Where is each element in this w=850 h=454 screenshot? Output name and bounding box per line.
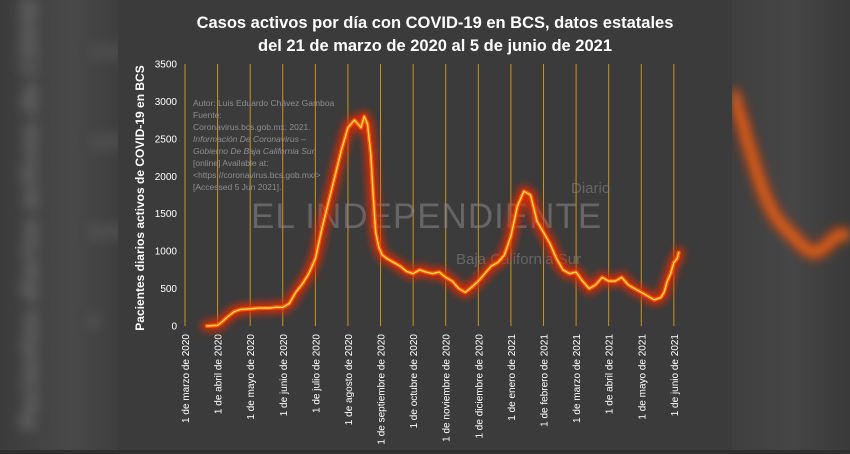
source-line-8: [Accessed 5 Jun 2021]. <box>193 182 281 192</box>
blurred-tick-0: 0 <box>88 310 101 334</box>
source-line-6: [online] Available at: <box>193 158 268 168</box>
x-tick-label: 1 de septiembre de 2020 <box>377 334 388 445</box>
x-tick-label: 1 de noviembre de 2020 <box>442 334 453 442</box>
x-tick-label: 1 de julio de 2020 <box>311 334 322 413</box>
source-line-2: Fuente: <box>193 110 222 120</box>
x-tick-label: 1 de octubre de 2020 <box>409 334 420 429</box>
chart-svg: Casos activos por día con COVID-19 en BC… <box>133 14 685 445</box>
x-tick-label: 1 de abril de 2021 <box>605 334 616 415</box>
x-tick-label: 1 de diciembre de 2020 <box>474 334 485 439</box>
x-tick-label: 1 de junio de 2021 <box>670 334 681 417</box>
y-tick-label: 1500 <box>155 209 178 220</box>
y-tick-label: 3000 <box>155 97 178 108</box>
x-tick-label: 1 de abril de 2020 <box>214 334 225 415</box>
x-tick-label: 1 de mayo de 2021 <box>637 334 648 420</box>
x-tick-label: 1 de agosto de 2020 <box>344 334 355 426</box>
x-tick-label: 1 de marzo de 2020 <box>181 334 192 423</box>
series-line-casos-activos <box>206 115 680 327</box>
left-blurred-backdrop: Pacientes diarios activos de COVID 1500 … <box>0 0 139 450</box>
blurred-axis-label: Pacientes diarios activos de COVID <box>18 0 43 430</box>
source-line-4: Información De Coronavirus – <box>193 134 306 144</box>
chart-title: Casos activos por día con COVID-19 en BC… <box>197 14 674 32</box>
source-line-1: Autor: Luis Eduardo Chávez Gamboa <box>193 98 335 108</box>
x-tick-label: 1 de marzo de 2021 <box>572 334 583 423</box>
y-axis-label: Pacientes diarios activos de COVID-19 en… <box>133 65 147 330</box>
x-tick-labels: 1 de marzo de 2020 1 de abril de 2020 1 de… <box>181 334 681 445</box>
y-tick-label: 2500 <box>155 134 178 145</box>
source-line-3: Coronavirus.bcs.gob.mx. 2021. <box>193 122 311 132</box>
right-blurred-curve <box>732 87 850 260</box>
source-line-5: Gobierno De Baja California Sur. <box>193 146 316 156</box>
y-tick-labels: 0 500 1000 1500 2000 2500 3000 3500 <box>155 60 178 333</box>
y-tick-label: 2000 <box>155 172 178 183</box>
chart-subtitle: del 21 de marzo de 2020 al 5 de junio de… <box>258 37 612 55</box>
chart-panel: Casos activos por día con COVID-19 en BC… <box>118 0 732 450</box>
y-tick-label: 3500 <box>155 60 178 71</box>
x-tick-label: 1 de febrero de 2021 <box>539 334 550 427</box>
x-tick-label: 1 de mayo de 2020 <box>246 334 257 420</box>
source-line-7: <https://coronavirus.bcs.gob.mx/> <box>193 170 321 180</box>
source-note: Autor: Luis Eduardo Chávez Gamboa Fuente… <box>193 98 335 192</box>
y-tick-label: 500 <box>160 284 177 295</box>
watermark-main: EL INDEPENDIENTE <box>251 197 602 236</box>
x-tick-label: 1 de junio de 2020 <box>279 334 290 417</box>
y-tick-label: 1000 <box>155 247 178 258</box>
x-tick-label: 1 de enero de 2021 <box>507 334 518 421</box>
right-blurred-backdrop <box>732 0 850 450</box>
y-tick-label: 0 <box>171 322 177 333</box>
watermark-small: Diario <box>571 180 610 197</box>
